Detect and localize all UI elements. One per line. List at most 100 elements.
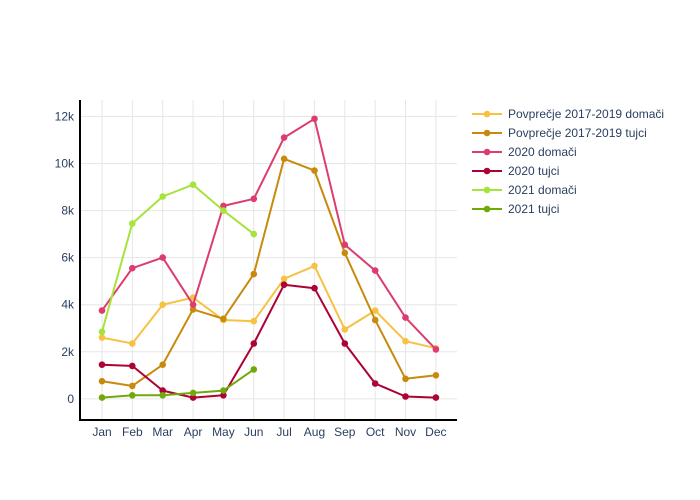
data-point[interactable] (129, 264, 136, 272)
data-point[interactable] (129, 220, 136, 227)
data-point[interactable] (159, 392, 166, 399)
x-tick-label: Jun (244, 425, 263, 439)
data-point[interactable] (159, 301, 166, 309)
data-point[interactable] (189, 394, 197, 401)
data-point[interactable] (129, 382, 136, 390)
data-point[interactable] (159, 361, 166, 369)
data-point[interactable] (432, 372, 440, 379)
legend-item[interactable]: Povprečje 2017-2019 tujci (472, 126, 647, 140)
data-point[interactable] (159, 387, 166, 394)
data-point[interactable] (189, 181, 197, 188)
data-point[interactable] (189, 389, 197, 397)
y-tick-label: 6k (61, 251, 75, 265)
data-point[interactable] (341, 326, 349, 333)
data-point[interactable] (220, 202, 227, 210)
x-tick-label: Aug (304, 425, 325, 439)
legend-label: 2021 tujci (508, 202, 559, 216)
data-point[interactable] (250, 340, 258, 347)
data-point[interactable] (129, 362, 136, 370)
data-point[interactable] (98, 334, 106, 341)
x-tick-label: Nov (395, 425, 416, 439)
legend-swatch-marker (483, 186, 491, 194)
data-point[interactable] (250, 195, 258, 203)
data-point[interactable] (250, 230, 258, 238)
data-point[interactable] (402, 314, 409, 321)
data-point[interactable] (220, 392, 227, 399)
data-point[interactable] (98, 361, 106, 369)
y-tick-label: 0 (67, 392, 74, 406)
data-point[interactable] (341, 241, 349, 248)
data-point[interactable] (98, 394, 106, 401)
x-tick-label: Oct (366, 425, 385, 439)
data-point[interactable] (280, 281, 288, 289)
data-point[interactable] (311, 284, 318, 292)
x-tick-label: Dec (425, 425, 446, 439)
data-point[interactable] (220, 315, 227, 323)
data-point[interactable] (432, 346, 440, 353)
data-point[interactable] (189, 306, 197, 313)
data-point[interactable] (129, 340, 136, 347)
legend-label: 2021 domači (508, 183, 577, 197)
data-point[interactable] (311, 167, 318, 174)
series-line (101, 283, 436, 399)
data-point[interactable] (341, 249, 349, 257)
series-layer (98, 115, 440, 401)
legend-swatch-marker (483, 110, 491, 118)
data-point[interactable] (341, 340, 349, 347)
data-point[interactable] (220, 387, 227, 394)
data-point[interactable] (432, 394, 440, 401)
legend-item[interactable]: 2021 tujci (472, 202, 559, 216)
data-point[interactable] (250, 270, 258, 278)
series-3 (98, 281, 440, 401)
data-point[interactable] (159, 193, 166, 200)
data-point[interactable] (220, 207, 227, 214)
series-4 (98, 181, 258, 336)
legend-swatch-marker (483, 205, 491, 213)
legend-label: 2020 domači (508, 145, 577, 159)
data-point[interactable] (129, 392, 136, 399)
data-point[interactable] (371, 316, 379, 324)
data-point[interactable] (280, 155, 288, 163)
data-point[interactable] (280, 134, 288, 141)
data-point[interactable] (250, 317, 258, 325)
legend-label: Povprečje 2017-2019 domači (508, 107, 664, 121)
legend-swatch-marker (483, 148, 491, 156)
data-point[interactable] (311, 262, 318, 270)
data-point[interactable] (98, 307, 106, 314)
data-point[interactable] (98, 377, 106, 385)
legend-swatch-marker (483, 167, 491, 175)
data-point[interactable] (402, 393, 409, 400)
y-tick-label: 10k (55, 157, 75, 171)
data-point[interactable] (280, 275, 288, 283)
data-point[interactable] (402, 375, 409, 383)
legend-label: Povprečje 2017-2019 tujci (508, 126, 647, 140)
series-2 (98, 115, 440, 353)
y-tick-label: 2k (61, 345, 75, 359)
data-point[interactable] (311, 115, 318, 123)
legend-item[interactable]: 2021 domači (472, 183, 577, 197)
data-point[interactable] (371, 307, 379, 314)
legend-label: 2020 tujci (508, 164, 559, 178)
data-point[interactable] (98, 328, 106, 336)
series-line (101, 157, 437, 387)
legend-item[interactable]: Povprečje 2017-2019 domači (472, 107, 664, 121)
series-0 (98, 262, 440, 352)
grid (80, 100, 457, 420)
series-line (101, 183, 255, 333)
legend[interactable]: Povprečje 2017-2019 domači Povprečje 2017… (472, 107, 664, 216)
series-1 (98, 155, 440, 390)
data-point[interactable] (189, 301, 197, 309)
legend-swatch-marker (483, 129, 491, 137)
data-point[interactable] (402, 337, 409, 345)
x-tick-label: Mar (152, 425, 173, 439)
legend-item[interactable]: 2020 domači (472, 145, 577, 159)
data-point[interactable] (250, 366, 258, 373)
x-tick-label: May (212, 425, 235, 439)
data-point[interactable] (371, 267, 379, 274)
data-point[interactable] (159, 254, 166, 261)
x-tick-label: Sep (334, 425, 356, 439)
legend-item[interactable]: 2020 tujci (472, 164, 559, 178)
data-point[interactable] (371, 380, 379, 387)
